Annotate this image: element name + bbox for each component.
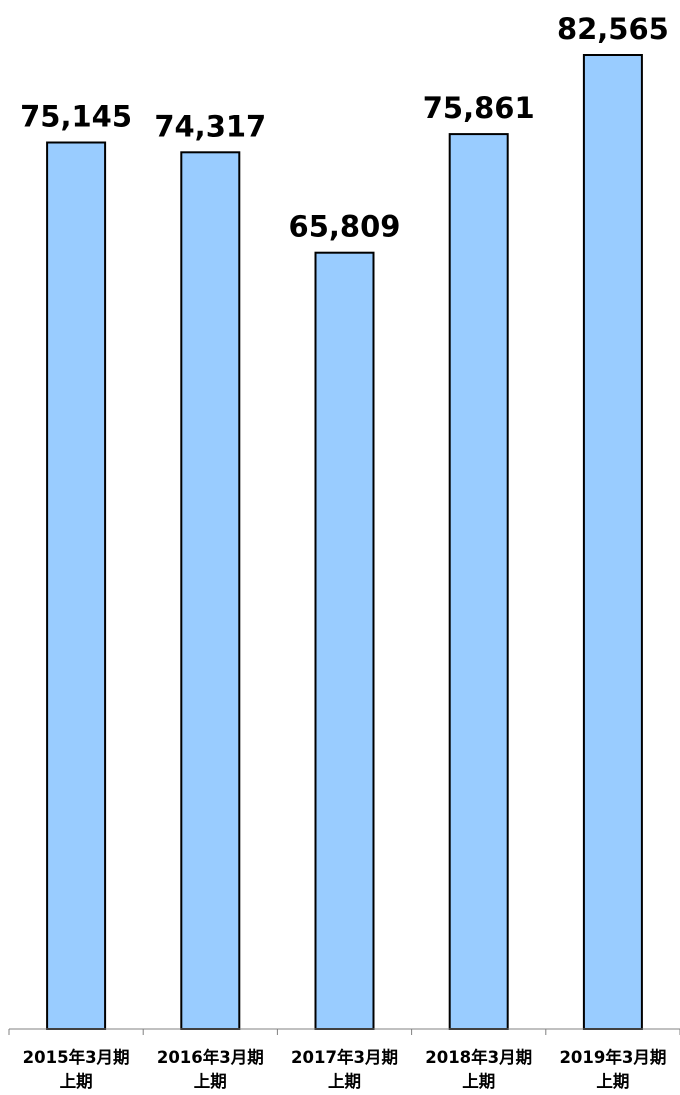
data-label-3: 75,861 (423, 91, 535, 125)
data-labels-layer: 75,145 74,317 65,809 75,861 82,565 (20, 12, 669, 244)
x-axis (8, 1028, 680, 1035)
category-label-4-line-1: 上期 (596, 1072, 629, 1091)
bar-3 (448, 133, 509, 1031)
bar-2 (314, 251, 375, 1030)
data-label-1: 74,317 (154, 109, 266, 143)
category-label-3-line-1: 上期 (462, 1072, 495, 1091)
bars-layer (46, 54, 643, 1031)
category-labels-layer: 2015年3月期上期2016年3月期上期2017年3月期上期2018年3月期上期… (23, 1047, 667, 1091)
category-label-2-line-1: 上期 (328, 1072, 361, 1091)
category-label-2-line-0: 2017年3月期 (291, 1047, 398, 1067)
bar-0 (46, 141, 107, 1030)
category-label-1-line-1: 上期 (194, 1072, 227, 1091)
data-label-2: 65,809 (289, 210, 401, 244)
bar-1 (180, 151, 241, 1031)
category-label-3-line-0: 2018年3月期 (425, 1047, 532, 1067)
category-label-4-line-0: 2019年3月期 (559, 1047, 666, 1067)
data-label-4: 82,565 (557, 12, 669, 46)
data-label-0: 75,145 (20, 100, 132, 134)
bar-4 (582, 54, 643, 1030)
category-label-0-line-1: 上期 (60, 1072, 93, 1091)
category-label-0-line-0: 2015年3月期 (23, 1047, 130, 1067)
category-label-1-line-0: 2016年3月期 (157, 1047, 264, 1067)
